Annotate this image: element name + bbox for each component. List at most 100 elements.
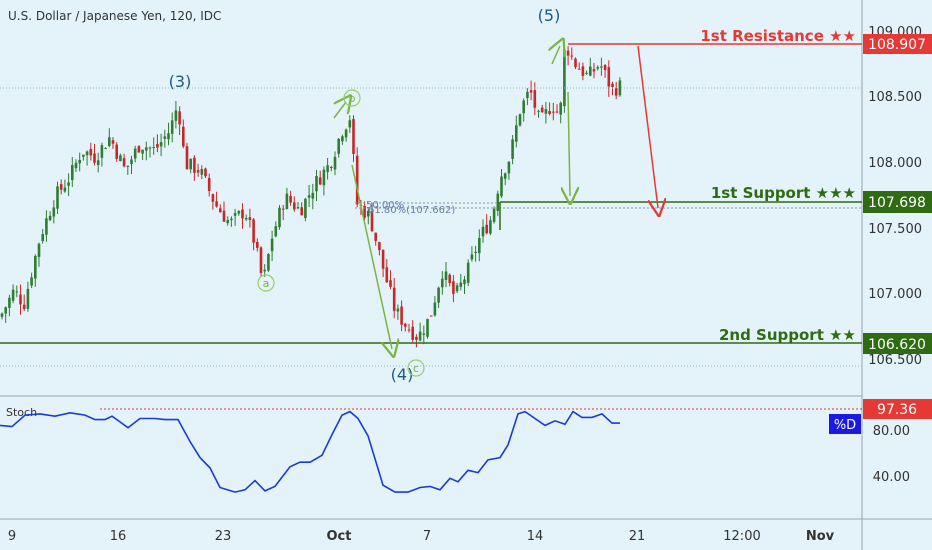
candle-body	[596, 67, 599, 69]
candle-body	[348, 120, 352, 128]
wave-3-label: (3)	[169, 72, 192, 91]
candle-body	[515, 125, 518, 142]
candle-body	[404, 323, 407, 327]
candle-body	[344, 129, 348, 138]
candle-body	[56, 186, 59, 209]
candle-body	[381, 249, 385, 269]
candle-body	[67, 182, 70, 186]
wave-5-label: (5)	[538, 6, 561, 25]
candle-body	[581, 66, 585, 76]
candle-body	[378, 242, 381, 251]
candle-body	[481, 226, 485, 237]
time-tick-23: 23	[215, 529, 232, 544]
stoch-d-line	[0, 410, 620, 493]
candle-body	[48, 215, 52, 221]
candle-body	[370, 211, 374, 232]
price-tick-108500: 108.500	[868, 90, 922, 105]
candle-body	[352, 119, 355, 154]
fib-618-label: 61.80%(107.662)	[368, 205, 455, 216]
candle-body	[470, 254, 474, 260]
candle-body	[563, 49, 566, 107]
candle-body	[41, 234, 44, 242]
candle-body	[326, 165, 329, 173]
candle-body	[19, 294, 22, 305]
candle-body	[407, 329, 411, 331]
candle-body	[411, 326, 414, 340]
candle-body	[170, 120, 174, 134]
candle-body	[474, 251, 477, 253]
subwave-b-label: b	[349, 92, 356, 105]
candle-body	[82, 154, 85, 157]
resistance-label: 1st Resistance ★★	[700, 27, 856, 45]
candle-body	[466, 262, 470, 283]
stoch-legend-d-text: %D	[834, 418, 856, 433]
candle-body	[215, 201, 218, 207]
candle-body	[318, 177, 322, 185]
candle-body	[548, 111, 551, 114]
candle-body	[96, 160, 100, 165]
candle-body	[503, 173, 507, 179]
candle-body	[145, 147, 148, 151]
candle-body	[566, 50, 570, 56]
candle-body	[441, 278, 444, 288]
candle-body	[307, 195, 311, 198]
candle-body	[178, 111, 181, 125]
candle-body	[219, 208, 222, 213]
candle-body	[618, 80, 622, 96]
price-tick-106500: 106.500	[868, 353, 922, 368]
support-2-price-tag: 106.620	[863, 333, 932, 354]
candle-body	[267, 254, 270, 271]
candle-body	[270, 238, 274, 252]
candle-body	[45, 218, 48, 235]
candle-body	[389, 280, 392, 287]
candle-body	[448, 274, 451, 284]
candle-body	[281, 208, 285, 210]
candle-body	[511, 139, 514, 159]
time-tick-9: 9	[8, 529, 16, 544]
support-1-price-tag: 107.698	[863, 191, 932, 213]
candle-body	[500, 176, 503, 197]
candle-body	[559, 102, 562, 115]
candle-body	[577, 68, 581, 70]
candle-body	[555, 111, 559, 113]
subwave-c-label: c	[413, 362, 419, 375]
candle-body	[592, 69, 596, 72]
time-axis: 9 16 23 Oct 7 14 21 12:00 Nov	[8, 529, 835, 544]
candle-body	[230, 218, 233, 221]
time-tick-nov: Nov	[806, 529, 835, 544]
candle-body	[603, 65, 607, 71]
candle-body	[237, 211, 241, 214]
candle-body	[426, 318, 429, 337]
candle-body	[422, 333, 426, 335]
candle-body	[119, 155, 122, 162]
stoch-legend-d: %D	[829, 414, 861, 434]
candle-body	[452, 281, 455, 294]
candle-body	[244, 217, 248, 220]
candle-body	[518, 114, 522, 126]
candle-body	[130, 159, 133, 165]
support-2-label: 2nd Support ★★	[719, 326, 856, 344]
candle-body	[459, 282, 463, 287]
time-tick-14: 14	[527, 529, 544, 544]
candle-body	[159, 142, 163, 147]
candle-body	[600, 66, 603, 68]
candle-body	[392, 287, 396, 311]
candle-body	[248, 217, 252, 220]
candle-body	[259, 247, 263, 273]
candle-body	[285, 193, 289, 209]
candle-body	[182, 126, 185, 147]
candle-body	[574, 58, 577, 68]
candle-body	[322, 169, 326, 186]
candle-body	[429, 315, 433, 317]
candle-body	[367, 210, 370, 217]
time-tick-16: 16	[110, 529, 127, 544]
candle-body	[163, 136, 167, 139]
support-1-label: 1st Support ★★★	[711, 184, 856, 202]
stoch-overbought-tag: 97.36	[863, 399, 932, 419]
candle-body	[363, 205, 366, 218]
candle-body	[15, 291, 19, 293]
candle-body	[26, 288, 30, 309]
candle-body	[355, 155, 359, 205]
